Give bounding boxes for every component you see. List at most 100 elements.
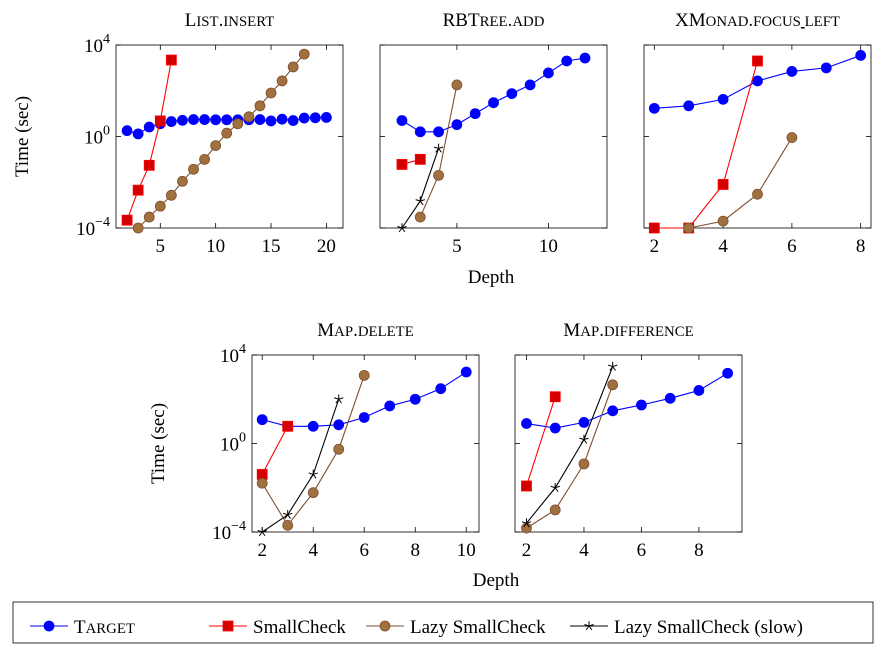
y-tick-label: 104: [84, 32, 110, 57]
data-point: [358, 412, 370, 423]
legend-box: [12, 601, 874, 644]
data-point: [415, 196, 425, 206]
data-point: [752, 55, 763, 67]
data-point: [309, 112, 321, 124]
data-point: [717, 215, 729, 227]
data-point: [524, 79, 536, 91]
series-line: [688, 137, 793, 229]
plot-frame: [379, 44, 608, 229]
data-point: [298, 112, 310, 124]
series-line: [261, 426, 289, 475]
legend-marker: [43, 620, 55, 632]
data-point: [409, 393, 421, 405]
data-point: [165, 189, 177, 201]
legend-entry-lazy-smallcheck: Lazy SmallCheck: [366, 617, 546, 638]
x-tick-label: 10: [539, 236, 558, 257]
data-point: [177, 175, 188, 187]
x-axis-label-bottom: Depth: [473, 570, 520, 591]
x-tick-label: 6: [359, 540, 369, 561]
data-point: [333, 419, 345, 431]
series-line: [525, 396, 556, 487]
series-line: [261, 399, 340, 533]
data-point: [683, 222, 695, 234]
data-point: [543, 67, 554, 79]
data-point: [221, 127, 233, 139]
data-point: [550, 482, 560, 492]
series-line: [526, 366, 614, 524]
data-point: [256, 477, 268, 489]
data-point: [607, 361, 618, 371]
data-point: [521, 418, 532, 429]
data-point: [578, 416, 590, 428]
data-point: [488, 97, 499, 109]
data-point: [506, 88, 518, 100]
data-point: [199, 114, 210, 125]
series-lazy-smallcheck: [521, 379, 619, 534]
data-point: [298, 48, 310, 60]
series-smallcheck: [521, 391, 561, 492]
data-point: [257, 527, 267, 537]
legend-label: Lazy SmallCheck (slow): [614, 617, 803, 638]
x-tick-label: 10: [206, 236, 225, 257]
data-point: [579, 52, 591, 64]
series-lazy-smallcheck-slow: [397, 143, 444, 233]
series-smallcheck: [396, 153, 426, 170]
legend-label: Lazy SmallCheck: [410, 617, 546, 638]
y-tick-label: 100: [220, 431, 246, 456]
data-point: [265, 87, 277, 99]
legend-entry-smallcheck: SmallCheck: [209, 617, 346, 638]
x-tick-label: 2: [522, 540, 532, 561]
legend-entry-target: TARGET: [30, 617, 135, 638]
data-point: [121, 125, 133, 137]
legend-marker: [222, 620, 234, 632]
data-point: [232, 118, 244, 130]
data-point: [521, 480, 532, 492]
y-tick-label: 100: [84, 124, 110, 149]
data-point: [414, 126, 426, 138]
x-tick-label: 5: [452, 236, 462, 257]
data-point: [549, 391, 561, 403]
series-line: [654, 60, 759, 229]
x-tick-label: 15: [262, 236, 281, 257]
data-point: [154, 200, 166, 212]
data-point: [282, 519, 294, 531]
chart-map-delete: MAP.DELETE 2 4 6 8 10 10−4 100 104 Time (sec): [148, 320, 480, 561]
series-line: [261, 375, 365, 527]
data-point: [396, 115, 408, 126]
data-point: [433, 169, 444, 181]
data-point: [210, 140, 222, 152]
y-tick-label: 10−4: [76, 215, 110, 240]
chart-title: RBTREE.ADD: [443, 10, 545, 31]
series-lazy-smallcheck: [256, 369, 370, 531]
y-axis-label: Time (sec): [148, 403, 169, 484]
data-point: [561, 55, 573, 67]
chart-xmonad-focus-left: XMONAD.FOCUS LEFT 2 4 6 8: [643, 10, 872, 257]
series-target: [121, 112, 332, 140]
data-point: [282, 509, 293, 519]
data-point: [579, 434, 589, 444]
x-tick-label: 5: [156, 236, 166, 257]
series-smallcheck: [121, 54, 177, 226]
series-lazy-smallcheck-slow: [257, 394, 344, 537]
data-point: [722, 367, 734, 379]
chart-title: XMONAD.FOCUS LEFT: [675, 10, 840, 31]
x-tick-label: 6: [787, 236, 797, 257]
data-point: [143, 211, 155, 223]
data-point: [177, 114, 188, 126]
data-point: [199, 153, 210, 165]
data-point: [397, 223, 407, 233]
data-point: [414, 153, 426, 165]
data-point: [648, 102, 660, 114]
x-tick-label: 8: [410, 540, 420, 561]
data-point: [333, 394, 344, 404]
data-point: [221, 114, 233, 126]
data-point: [433, 126, 444, 138]
series-lazy-smallcheck: [683, 132, 798, 234]
legend-marker: [379, 620, 391, 632]
data-point: [607, 379, 619, 391]
data-point: [165, 54, 177, 66]
data-point: [254, 100, 266, 112]
data-point: [333, 443, 345, 455]
